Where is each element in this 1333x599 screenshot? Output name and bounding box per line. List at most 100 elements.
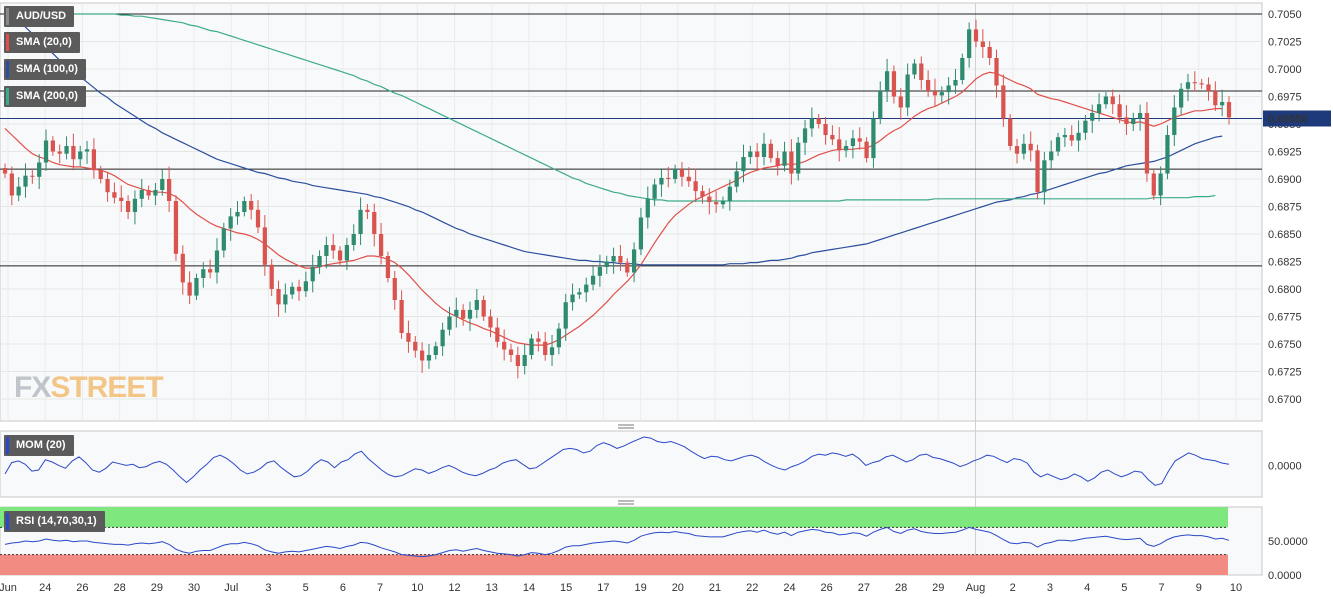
y-tick-label: 0.7000 [1268,64,1302,76]
x-tick-label: 29 [151,582,163,594]
candle-body [789,151,794,174]
rsi-oversold-zone [0,554,1228,575]
candle-body [1096,104,1102,113]
candle-body [967,29,972,58]
candle-body [37,162,42,177]
candle-body [1137,113,1143,119]
candle-body [365,209,370,212]
symbol-badge[interactable]: AUD/USD [4,6,75,27]
candle-body [385,256,391,278]
rsi-label: RSI (14,70,30,1) [16,515,97,527]
candle-body [194,278,199,296]
candle-body [926,80,931,91]
candle-body [119,197,124,201]
candle-body [16,186,21,196]
candle-body [447,316,452,330]
sma100-badge[interactable]: SMA (100,0) [4,59,86,80]
candle-body [413,341,418,351]
candle-body [666,177,671,179]
x-tick-label: 3 [1047,582,1053,594]
sma200-badge[interactable]: SMA (200,0) [4,86,86,107]
candle-body [638,217,644,250]
x-tick-label: 28 [114,582,126,594]
panel-1 [0,2,1263,422]
y-tick-label: 0.6775 [1268,312,1302,324]
candle-body [474,300,479,310]
candle-body [953,80,958,86]
candle-body [577,292,582,295]
candle-body [1206,84,1211,91]
rsi-badge[interactable]: RSI (14,70,30,1) [4,511,105,532]
x-tick-label: 17 [597,582,609,594]
candle-body [406,333,411,342]
candle-body [645,198,650,218]
x-tick-label: 7 [1159,582,1165,594]
candle-body [871,118,876,159]
candle-body [317,256,322,267]
candle-body [618,256,623,263]
candle-body [563,302,568,329]
x-tick-label: 24 [783,582,795,594]
candle-body [932,91,938,96]
candle-body [686,176,691,182]
candle-body [310,267,315,282]
candle-body [132,198,138,212]
candle-body [659,177,664,185]
candle-body [1199,83,1204,85]
candle-body [864,141,869,159]
candle-body [1124,117,1129,124]
candle-body [905,74,910,108]
candle-body [1069,135,1074,141]
watermark-street: STREET [50,371,163,404]
sma20-badge[interactable]: SMA (20,0) [4,32,80,53]
candle-body [1117,104,1122,118]
candle-body [584,284,589,293]
candle-body [467,309,473,319]
candle-body [180,253,185,283]
candle-body [337,250,343,261]
candle-body [1055,137,1061,152]
candle-body [912,63,917,75]
candle-body [857,138,862,142]
candle-body [727,186,732,201]
y-tick-label: 0.6850 [1268,229,1302,241]
candle-body [78,151,83,160]
candle-body [919,63,924,80]
candle-body [43,140,49,163]
x-tick-label: 20 [672,582,684,594]
candle-body [755,151,760,157]
candle-body [693,181,698,192]
candle-body [214,250,220,273]
x-tick-label: Jun [0,582,17,594]
candle-body [50,140,55,152]
x-tick-label: Jul [224,582,238,594]
candle-body [98,170,103,179]
candle-body [235,212,240,217]
candle-body [1185,82,1191,89]
candle-body [249,201,254,210]
candle-body [269,264,274,289]
x-tick-label: 6 [340,582,346,594]
candle-body [1062,135,1068,138]
x-tick-label: 14 [523,582,535,594]
candle-body [1131,118,1136,124]
candle-body [1192,82,1197,84]
candle-body [255,209,261,228]
candle-body [187,282,192,296]
rsi-swatch [6,513,9,530]
x-tick-label: 12 [448,582,460,594]
candle-body [1226,102,1232,118]
sma200-label: SMA (200,0) [16,90,78,102]
candle-body [228,216,233,229]
mom-badge[interactable]: MOM (20) [4,435,74,456]
candle-body [1042,160,1047,193]
candle-body [1172,107,1177,135]
candle-body [2,168,8,174]
candle-body [1076,132,1081,141]
candle-body [1021,143,1026,154]
rsi-line [4,526,1230,558]
candle-body [1008,118,1013,146]
candle-body [290,286,295,295]
